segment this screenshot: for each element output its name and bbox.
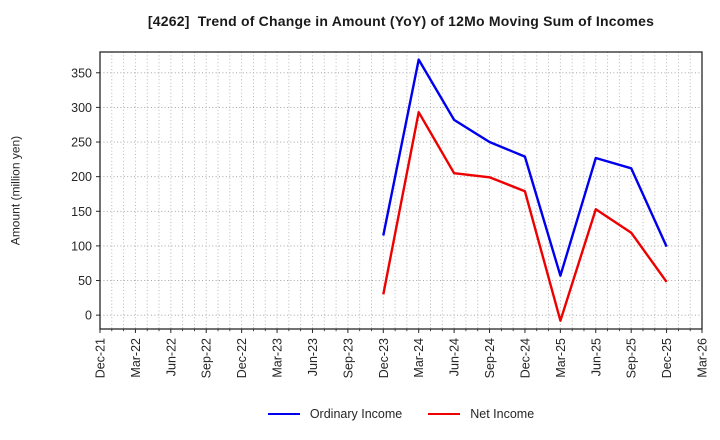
legend-label-net-income: Net Income	[470, 407, 535, 421]
chart-title: [4262] Trend of Change in Amount (YoY) o…	[147, 13, 655, 29]
svg-text:Jun-24: Jun-24	[448, 338, 462, 376]
svg-text:300: 300	[71, 101, 92, 115]
svg-text:Mar-22: Mar-22	[129, 338, 143, 378]
svg-text:0: 0	[85, 309, 92, 323]
legend-item-net-income: Net Income	[428, 407, 534, 421]
legend-line-net-income	[428, 412, 461, 416]
svg-text:Jun-22: Jun-22	[164, 338, 178, 376]
svg-text:Sep-23: Sep-23	[341, 338, 355, 378]
svg-text:Sep-22: Sep-22	[200, 338, 214, 378]
legend: Ordinary Income Net Income	[100, 407, 702, 421]
svg-text:Mar-24: Mar-24	[412, 338, 426, 378]
svg-text:250: 250	[71, 136, 92, 150]
svg-text:50: 50	[78, 274, 92, 288]
svg-text:100: 100	[71, 239, 92, 253]
svg-text:150: 150	[71, 205, 92, 219]
svg-text:Dec-21: Dec-21	[94, 338, 108, 378]
svg-text:Mar-25: Mar-25	[554, 338, 568, 378]
svg-text:Sep-25: Sep-25	[625, 338, 639, 378]
legend-item-ordinary-income: Ordinary Income	[267, 407, 403, 421]
svg-text:Mar-26: Mar-26	[696, 338, 710, 378]
svg-text:Dec-24: Dec-24	[518, 338, 532, 378]
svg-text:Dec-25: Dec-25	[660, 338, 674, 378]
svg-text:Dec-23: Dec-23	[377, 338, 391, 378]
svg-text:Sep-24: Sep-24	[483, 338, 497, 378]
legend-label-ordinary-income: Ordinary Income	[309, 407, 403, 421]
svg-text:Mar-23: Mar-23	[271, 338, 285, 378]
svg-text:Jun-23: Jun-23	[306, 338, 320, 376]
svg-text:350: 350	[71, 66, 92, 80]
svg-text:200: 200	[71, 170, 92, 184]
svg-text:Dec-22: Dec-22	[235, 338, 249, 378]
svg-text:Jun-25: Jun-25	[589, 338, 603, 376]
legend-line-ordinary-income	[267, 412, 300, 416]
